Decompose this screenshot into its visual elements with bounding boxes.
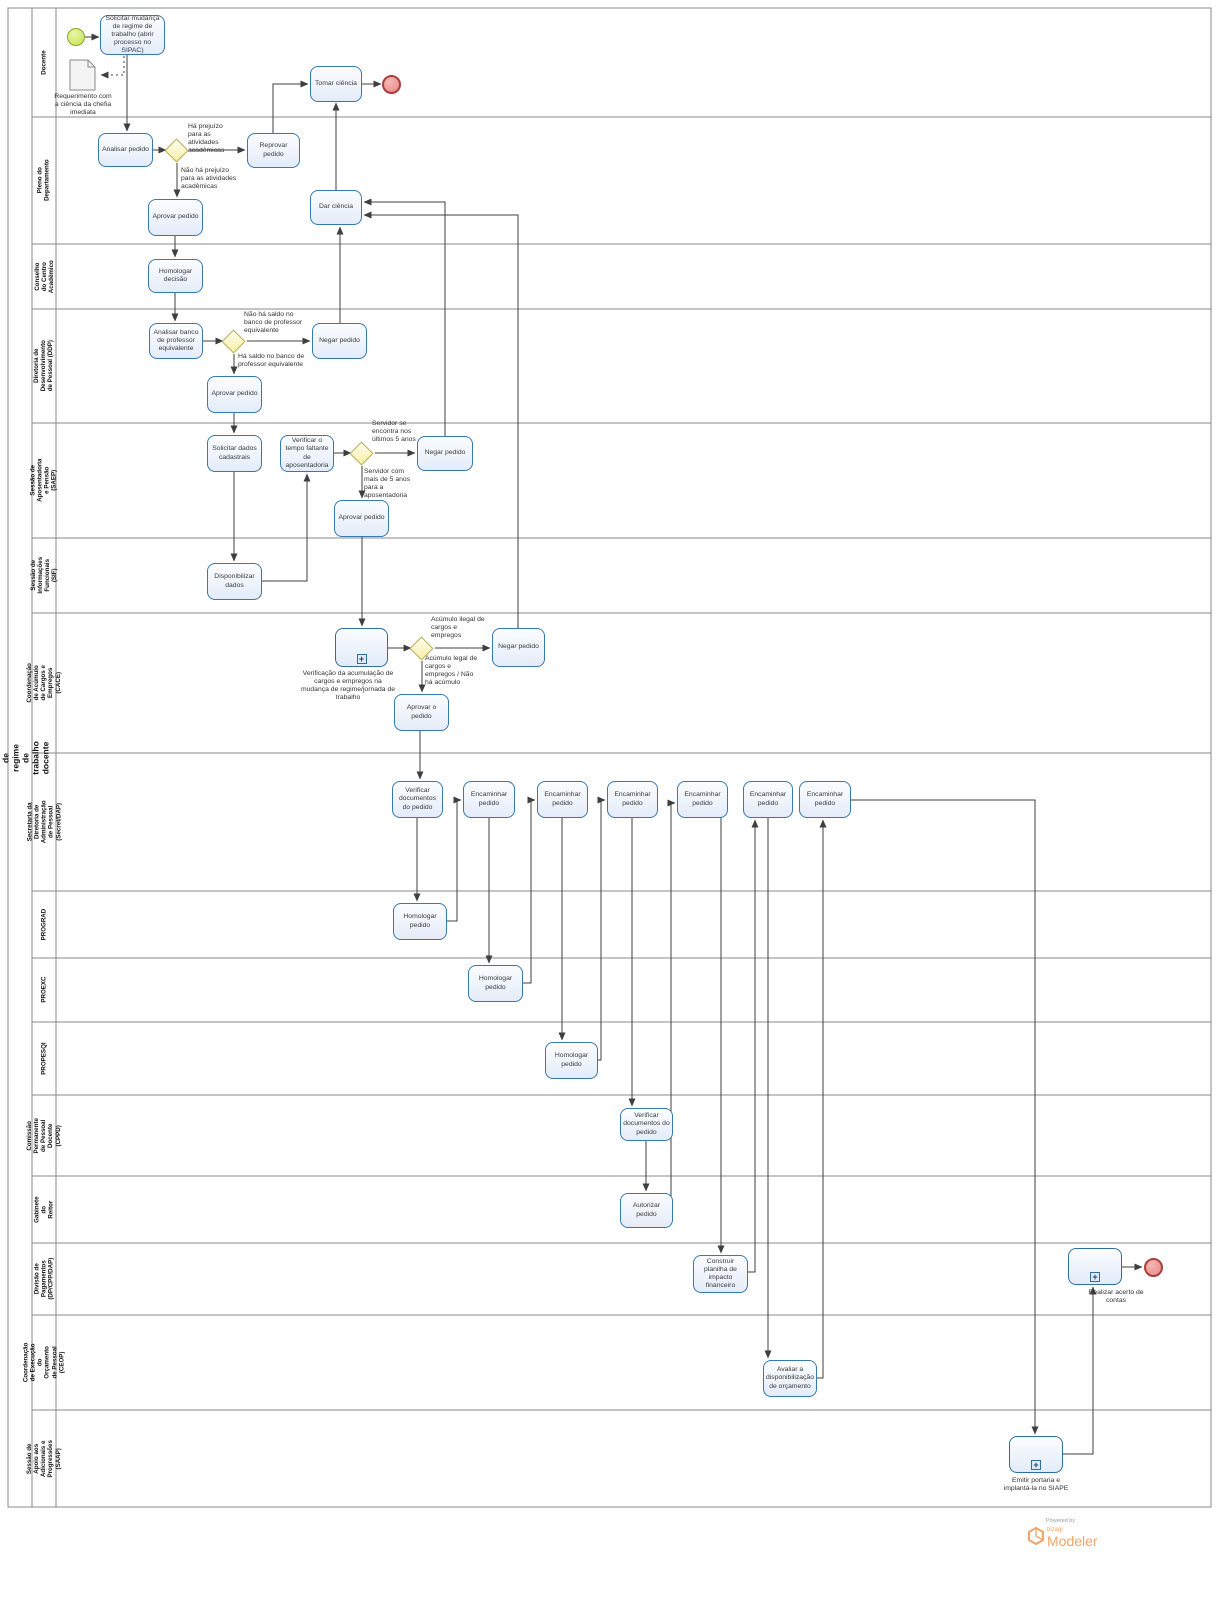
- task-encaminhar-pedido-1[interactable]: Encaminhar pedido: [463, 781, 515, 818]
- lane-label-ceop: Coordenação de Execução do Orçamento de …: [22, 1342, 66, 1383]
- task-aprovar-o-pedido[interactable]: Aprovar o pedido: [394, 694, 449, 731]
- bizagi-wordmark: bizagi: [1047, 1527, 1063, 1533]
- task-homologar-decisao[interactable]: Homologar decisão: [148, 259, 203, 293]
- task-solicitar-dados[interactable]: Solicitar dados cadastrais: [207, 435, 262, 472]
- pool-frame: [7, 7, 1212, 1508]
- task-encaminhar-pedido-4[interactable]: Encaminhar pedido: [677, 781, 728, 818]
- lane-label-dp: Divisão de Pagamentos (DP/CPP/DAP): [33, 1258, 55, 1300]
- document-artifact-icon: [69, 59, 96, 91]
- task-analisar-banco[interactable]: Analisar banco de professor equivalente: [149, 323, 203, 359]
- task-encaminhar-pedido-2[interactable]: Encaminhar pedido: [537, 781, 588, 818]
- start-event[interactable]: [67, 28, 85, 46]
- label-nao-ha-prejuizo: Não há prejuízo para as atividades acadê…: [181, 167, 237, 191]
- flow-homologarproexc-enc2: [523, 796, 536, 984]
- flow-homologarprograd-enc1: [447, 796, 462, 922]
- task-encaminhar-pedido-5[interactable]: Encaminhar pedido: [743, 781, 793, 818]
- task-verificar-documentos-dap[interactable]: Verificar documentos do pedido: [392, 781, 443, 818]
- label-servidor-mais-5: Servidor com mais de 5 anos para a apose…: [364, 468, 411, 500]
- task-disponibilizar-dados[interactable]: Disponibilizar dados: [207, 563, 262, 600]
- subprocess-verificacao-acumulacao[interactable]: +: [335, 628, 388, 667]
- lane-label-saap: Sessão de Apoio aos Adicionais e Progres…: [26, 1439, 62, 1478]
- lane-label-prograd: PROGRAD: [40, 908, 48, 941]
- lane-label-cace: Coordenação de Acúmulo de Cargos e Empre…: [26, 663, 62, 703]
- lane-label-saep: Sessão de Aposentadoria e Pensão (SAEP): [29, 458, 59, 503]
- task-solicitar-mudanca[interactable]: Solicitar mudança de regime de trabalho …: [100, 15, 165, 55]
- flow-avaliar-enc6: [817, 819, 827, 1379]
- task-homologar-pedido-prograd[interactable]: Homologar pedido: [393, 903, 447, 940]
- task-construir-planilha[interactable]: Construir planilha de impacto financeiro: [693, 1255, 748, 1293]
- label-emitir-portaria: Emitir portaria e implantá-la no SIAPE: [1003, 1477, 1069, 1493]
- task-encaminhar-pedido-6[interactable]: Encaminhar pedido: [799, 781, 851, 818]
- sequence-flows: [85, 33, 1143, 1455]
- task-negar-pedido-ddp[interactable]: Negar pedido: [312, 323, 367, 359]
- label-acumulo-ilegal: Acúmulo ilegal de cargos e empregos: [431, 616, 485, 640]
- subprocess-emitir-portaria[interactable]: +: [1009, 1436, 1063, 1473]
- task-aprovar-pedido-saep[interactable]: Aprovar pedido: [334, 500, 389, 537]
- flow-emitir-realizar: [1063, 1286, 1097, 1455]
- lane-label-propesqi: PROPESQI: [40, 1042, 48, 1075]
- bizagi-logo-icon: [1028, 1527, 1044, 1545]
- label-acumulo-legal: Acúmulo legal de cargos e empregos / Não…: [425, 655, 478, 687]
- task-dar-ciencia[interactable]: Dar ciência: [310, 190, 362, 225]
- task-homologar-pedido-propesqi[interactable]: Homologar pedido: [545, 1042, 598, 1079]
- flow-homologarpropesqi-enc3: [597, 796, 606, 1061]
- bizagi-modeler-brand: Powered by bizagi Modeler: [1028, 1518, 1188, 1548]
- task-autorizar-pedido[interactable]: Autorizar pedido: [620, 1193, 673, 1228]
- task-negar-pedido-saep[interactable]: Negar pedido: [417, 436, 473, 471]
- lane-label-conselho: Conselho do Centro Acadêmico: [33, 259, 55, 293]
- association-requerimento: [100, 56, 125, 79]
- task-verificar-tempo[interactable]: Verificar o tempo faltante de aposentado…: [280, 435, 334, 472]
- label-nao-ha-saldo: Não há saldo no banco de professor equiv…: [244, 311, 303, 335]
- subprocess-realizar-acerto[interactable]: +: [1068, 1248, 1122, 1285]
- task-reprovar-pedido[interactable]: Reprovar pedido: [247, 133, 300, 168]
- pool-title: Mudança de regime de trabalho docente: [0, 740, 50, 775]
- task-analisar-pedido[interactable]: Analisar pedido: [98, 133, 153, 167]
- label-requerimento: Requerimento com a ciência da chefia ime…: [54, 93, 112, 117]
- task-negar-pedido-cace[interactable]: Negar pedido: [492, 628, 545, 667]
- powered-by-label: Powered by: [1046, 1518, 1076, 1524]
- flow-enc6-emitir: [851, 799, 1039, 1435]
- label-servidor-ultimos-5: Servidor se encontra nos últimos 5 anos: [372, 420, 416, 444]
- task-aprovar-pedido-pleno[interactable]: Aprovar pedido: [148, 199, 203, 236]
- lane-label-proexc: PROEXC: [40, 976, 48, 1004]
- subprocess-plus-icon: +: [356, 654, 367, 664]
- flow-construir-enc5: [748, 819, 759, 1273]
- lane-label-sif: Sessão de Informações Funcionais (SIF): [29, 557, 59, 594]
- task-encaminhar-pedido-3[interactable]: Encaminhar pedido: [607, 781, 658, 818]
- label-realizar-acerto: Realizar acerto de contas: [1088, 1289, 1144, 1305]
- flow-negarsaep-darciencia: [363, 198, 446, 436]
- end-event-top[interactable]: [382, 75, 401, 94]
- flow-negarcace-darciencia: [363, 211, 519, 628]
- subprocess-plus-icon: +: [1090, 1272, 1100, 1282]
- label-verificacao-acumulacao: Verificação da acumulação de cargos e em…: [300, 670, 396, 702]
- flow-autorizar-enc4: [667, 799, 676, 1211]
- lane-label-ddp: Diretoria de Desenvolvimento de Pessoal …: [33, 340, 55, 392]
- task-tomar-ciencia[interactable]: Tomar ciência: [310, 66, 362, 102]
- task-homologar-pedido-proexc[interactable]: Homologar pedido: [468, 965, 523, 1002]
- task-aprovar-pedido-ddp[interactable]: Aprovar pedido: [207, 376, 262, 413]
- flow-disponibilizar-verificartempo: [262, 473, 311, 582]
- subprocess-plus-icon: +: [1031, 1460, 1041, 1470]
- lane-label-pleno: Pleno do Departamento: [36, 159, 52, 202]
- lane-label-gabinete: Gabinete do Reitor: [33, 1196, 55, 1223]
- label-ha-saldo: Há saldo no banco de professor equivalen…: [238, 353, 305, 369]
- task-avaliar-disponibilizacao[interactable]: Avaliar a disponibilização de orçamento: [763, 1360, 817, 1397]
- task-verificar-documentos-cppd[interactable]: Verificar documentos do pedido: [620, 1108, 673, 1141]
- modeler-wordmark: Modeler: [1047, 1533, 1098, 1549]
- flow-reprovar-tomar: [272, 80, 309, 133]
- label-ha-prejuizo: Há prejuízo para as atividades acadêmica…: [188, 123, 225, 155]
- lane-label-cppd: Comissão Permanente de Pessoal Docente (…: [26, 1117, 62, 1154]
- end-event-bottom[interactable]: [1144, 1258, 1163, 1277]
- lane-label-secretdap: Secretaria da Diretoria de Administração…: [26, 800, 62, 844]
